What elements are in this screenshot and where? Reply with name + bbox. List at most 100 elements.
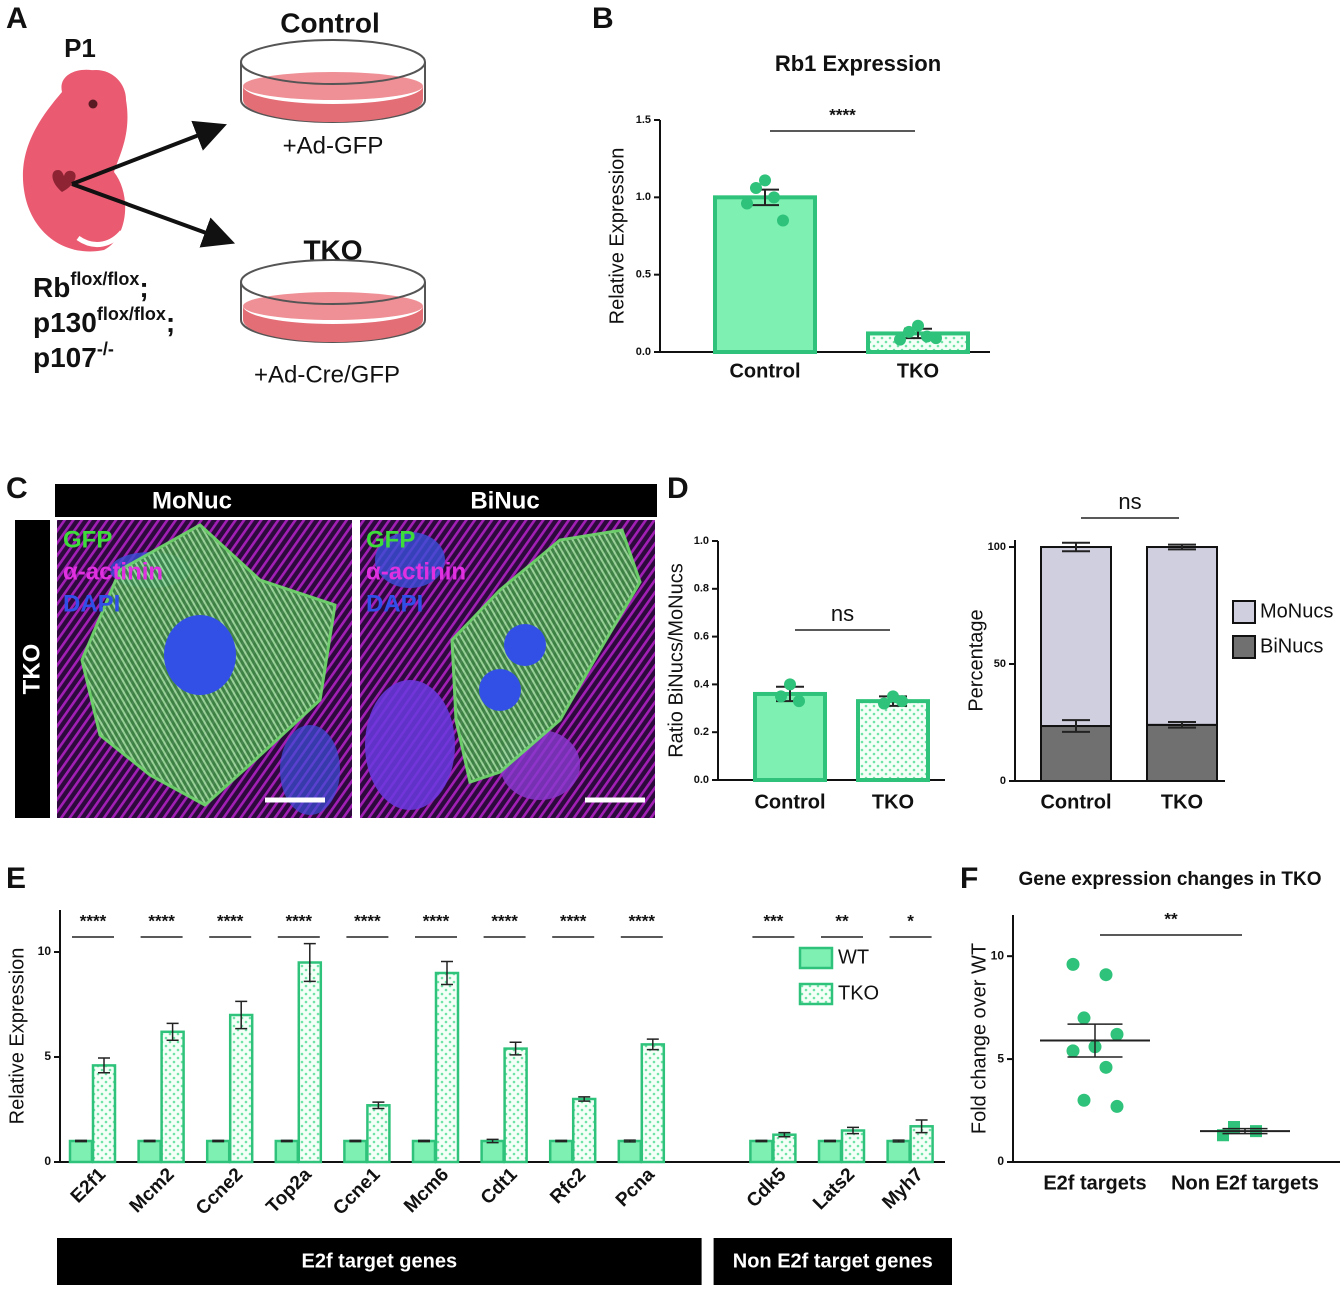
error-bar (75, 1139, 87, 1143)
bar (886, 1139, 911, 1164)
error-bar (98, 1057, 110, 1074)
bar (772, 1133, 797, 1164)
significance-label: *** (763, 911, 783, 930)
data-point (930, 332, 942, 345)
allele: flox/flox (70, 269, 139, 289)
data-point (1110, 1027, 1124, 1041)
bar (366, 1104, 391, 1164)
error-bar (235, 1000, 248, 1030)
bar (297, 961, 323, 1164)
micrograph (57, 520, 352, 818)
bar (137, 1139, 162, 1164)
significance-label: **** (560, 911, 587, 930)
y-axis-label: Relative Expression (6, 948, 28, 1125)
bar (343, 1139, 368, 1164)
x-tick-label: Lats2 (809, 1164, 859, 1214)
age-label: P1 (64, 33, 96, 63)
bar (68, 1139, 94, 1164)
bar (274, 1139, 300, 1164)
data-point (784, 678, 796, 691)
x-tick-label: Pcna (612, 1164, 659, 1211)
legend-swatch (1232, 600, 1256, 624)
x-tick-label: Cdk5 (743, 1164, 791, 1212)
legend-label: TKO (838, 982, 879, 1004)
condition-name: Control (280, 7, 380, 38)
x-tick-label: E2f targets (1043, 1172, 1146, 1194)
error-bar (1062, 541, 1090, 553)
micrograph-panel (15, 484, 657, 818)
bar (411, 1139, 437, 1164)
data-point (759, 174, 771, 187)
y-tick-label: 1.5 (636, 114, 651, 126)
data-point (1077, 1093, 1091, 1107)
allele: flox/flox (97, 304, 166, 324)
x-tick-label: Top2a (262, 1164, 316, 1218)
error-bar (555, 1139, 568, 1143)
data-point (768, 191, 780, 204)
y-tick-label: 0.6 (694, 631, 709, 643)
y-tick-label: 0.2 (694, 726, 709, 738)
y-tick-label: 1.0 (636, 191, 651, 203)
y-tick-label: 5 (44, 1049, 51, 1063)
error-bar (847, 1126, 859, 1135)
bar (160, 1030, 185, 1164)
separator: ; (139, 272, 148, 303)
chart-title: Gene expression changes in TKO (1018, 869, 1321, 890)
bar (205, 1139, 231, 1164)
group-label: E2f target genes (301, 1250, 457, 1272)
y-tick-label: 0.0 (694, 774, 709, 786)
y-axis-label: Fold change over WT (968, 943, 990, 1134)
x-tick-label: Myh7 (878, 1164, 927, 1213)
column-header: BiNuc (470, 487, 539, 514)
significance-label: ns (831, 601, 854, 626)
genotype-line: p107-/- (33, 339, 114, 374)
bar (503, 1047, 528, 1164)
error-bar (280, 1139, 293, 1143)
bar (713, 195, 817, 354)
bar (480, 1139, 505, 1164)
panel-letter: B (592, 2, 614, 35)
error-bar (778, 1131, 791, 1138)
y-tick-label: 0.0 (636, 346, 651, 358)
bar (856, 699, 930, 783)
error-bar (303, 942, 316, 983)
significance-label: **** (148, 911, 175, 930)
pup-head (66, 70, 126, 130)
gene: p130 (33, 307, 97, 338)
data-point (1110, 1099, 1124, 1113)
data-point (912, 319, 924, 332)
y-axis-label: Ratio BiNucs/MoNucs (665, 563, 687, 758)
y-tick-label: 100 (988, 541, 1006, 553)
bar (434, 971, 460, 1164)
dish (240, 39, 426, 123)
error-bar (1067, 1023, 1123, 1058)
x-tick-label: Ccne2 (192, 1164, 247, 1219)
error-bar (349, 1139, 362, 1143)
error-bar (646, 1038, 659, 1051)
significance-label: **** (829, 105, 856, 124)
bar-segment (1146, 546, 1218, 726)
significance-label: **** (629, 911, 656, 930)
treatment: +Ad-GFP (283, 132, 384, 159)
bar (840, 1129, 866, 1164)
x-tick-label: Mcm6 (400, 1164, 453, 1217)
heart (52, 170, 76, 192)
channel-label: GFP (366, 526, 415, 553)
error-bar (418, 1139, 430, 1143)
bar (749, 1139, 774, 1164)
significance-label: **** (423, 911, 450, 930)
separator: ; (166, 307, 175, 338)
bar (571, 1097, 597, 1164)
row-label: TKO (18, 644, 45, 695)
data-point (793, 695, 805, 708)
error-bar (1168, 721, 1196, 729)
error-bar (824, 1139, 836, 1143)
diagram: P1 Control +Ad-GFP TKO +Ad-Cre/GFP Rbflo… (22, 7, 426, 388)
significance-label: **** (354, 911, 381, 930)
arrow (71, 120, 227, 186)
error-bar (143, 1139, 156, 1143)
data-point (1077, 1011, 1091, 1025)
bar (228, 1013, 254, 1164)
error-bar (578, 1096, 591, 1102)
